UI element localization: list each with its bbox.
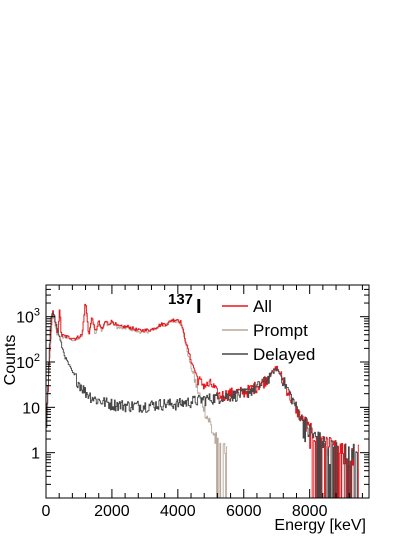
y-tick-label-exponent: 2 <box>34 352 40 364</box>
annotation-mass-number: 137 <box>168 291 193 308</box>
y-axis-title: Counts <box>2 335 19 386</box>
x-tick-label: 2000 <box>94 503 130 520</box>
legend-label-all: All <box>253 297 272 316</box>
legend: All Prompt Delayed <box>222 297 315 364</box>
x-axis-ticks: 0 2000 4000 6000 8000 <box>42 285 363 520</box>
plot-frame <box>45 284 370 499</box>
series-layer <box>45 303 360 499</box>
series-delayed <box>45 312 360 499</box>
x-tick-label: 8000 <box>292 503 328 520</box>
y-tick-label-base: 10 <box>16 310 34 327</box>
y-tick-label-exponent: 3 <box>34 307 40 319</box>
y-tick-label: 10 <box>22 400 40 417</box>
x-tick-label: 6000 <box>226 503 262 520</box>
series-line-delayed <box>45 312 360 499</box>
annotation-element-symbol: I <box>196 296 202 318</box>
x-tick-label: 0 <box>42 503 51 520</box>
y-tick-label: 102 <box>16 352 40 372</box>
legend-label-delayed: Delayed <box>253 345 315 364</box>
y-tick-label-base: 1 <box>31 446 40 463</box>
y-tick-label: 103 <box>16 307 40 327</box>
legend-label-prompt: Prompt <box>253 321 308 340</box>
x-tick-label: 4000 <box>160 503 196 520</box>
y-tick-label-base: 10 <box>16 355 34 372</box>
isotope-annotation: 137 I <box>168 291 202 318</box>
y-tick-label-base: 10 <box>22 400 40 417</box>
y-tick-label: 1 <box>31 446 40 463</box>
x-axis-title: Energy [keV] <box>274 517 366 534</box>
